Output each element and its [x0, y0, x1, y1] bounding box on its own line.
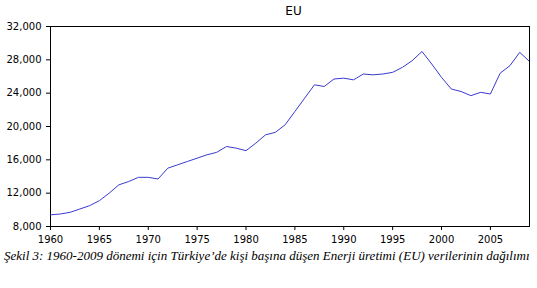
svg-text:2000: 2000 — [429, 234, 454, 245]
svg-text:1985: 1985 — [282, 234, 307, 245]
svg-text:24,000: 24,000 — [7, 87, 42, 98]
html-text:Şekil 3: 1960-2009 dönemi için: Şekil 3: 1960-2009 dönemi için Türkiye’d… — [4, 248, 530, 263]
svg-text:12,000: 12,000 — [7, 187, 42, 198]
svg-text:32,000: 32,000 — [7, 21, 42, 32]
svg-text:20,000: 20,000 — [7, 121, 42, 132]
svg-text:1960: 1960 — [38, 234, 63, 245]
svg-text:8,000: 8,000 — [13, 221, 42, 232]
svg-text:1995: 1995 — [380, 234, 405, 245]
svg-text:1965: 1965 — [87, 234, 112, 245]
svg-text:28,000: 28,000 — [7, 54, 42, 65]
svg-text:1970: 1970 — [136, 234, 161, 245]
svg-text:2005: 2005 — [478, 234, 503, 245]
html-text:EU: EU — [285, 4, 302, 18]
svg-text:1980: 1980 — [233, 234, 258, 245]
svg-text:16,000: 16,000 — [7, 154, 42, 165]
svg-text:1975: 1975 — [184, 234, 209, 245]
svg-text:1990: 1990 — [331, 234, 356, 245]
